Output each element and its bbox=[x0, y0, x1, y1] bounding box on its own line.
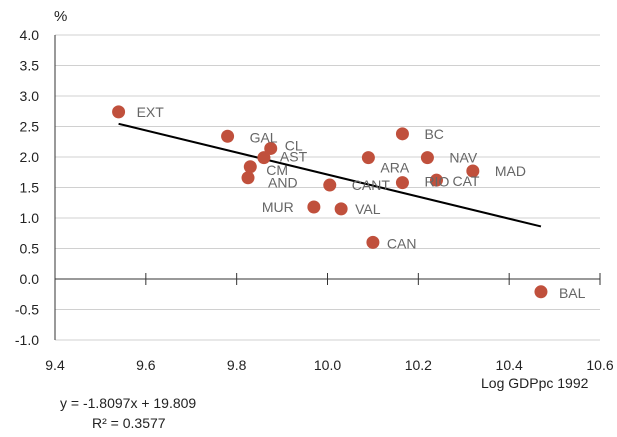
data-point bbox=[366, 235, 380, 249]
data-point bbox=[534, 285, 548, 299]
point-label: MUR bbox=[262, 199, 294, 215]
point-label: ARA bbox=[380, 160, 409, 176]
point-label: VAL bbox=[355, 201, 381, 217]
data-point bbox=[466, 164, 480, 178]
y-tick-label: 4.0 bbox=[20, 27, 40, 43]
trendline-group bbox=[118, 122, 542, 228]
point-label: AST bbox=[280, 149, 308, 165]
point-label: MAD bbox=[495, 163, 526, 179]
data-point bbox=[307, 200, 321, 214]
data-point bbox=[430, 173, 443, 187]
point-label: CM bbox=[266, 162, 288, 178]
point-label: BC bbox=[424, 126, 443, 142]
y-tick-label: 3.0 bbox=[20, 88, 40, 104]
x-tick-label: 9.4 bbox=[45, 357, 65, 373]
x-tick-label: 10.2 bbox=[405, 357, 432, 373]
point-label: CAT bbox=[453, 173, 480, 189]
data-point bbox=[323, 178, 337, 192]
x-axis-label: Log GDPpc 1992 bbox=[481, 375, 589, 391]
data-point bbox=[264, 141, 278, 155]
data-point bbox=[221, 129, 235, 143]
x-tick-label: 10.0 bbox=[314, 357, 341, 373]
y-tick-label: 0.5 bbox=[20, 241, 40, 257]
x-tick-label: 9.6 bbox=[136, 357, 156, 373]
y-tick-label: 1.0 bbox=[20, 210, 40, 226]
y-axis-label: % bbox=[54, 8, 68, 25]
y-tick-label: 3.5 bbox=[20, 58, 40, 74]
trendline bbox=[118, 122, 542, 228]
tick-labels: 4.0 3.5 3.0 2.5 2.0 1.5 1.0 0.5 0.0 -0.5 -1.0 9.4 9.… bbox=[15, 27, 614, 373]
point-label: RIO bbox=[424, 174, 449, 190]
trendline-equation: y = -1.8097x + 19.809 bbox=[60, 395, 197, 411]
point-label: CANT bbox=[352, 177, 391, 193]
y-tick-label: 2.5 bbox=[20, 119, 40, 135]
y-tick-label: 1.5 bbox=[20, 180, 40, 196]
axes bbox=[54, 35, 601, 340]
point-label: EXT bbox=[137, 104, 165, 120]
data-point bbox=[395, 176, 409, 190]
data-point bbox=[243, 160, 257, 174]
y-tick-label: 2.0 bbox=[20, 149, 40, 165]
point-label: AND bbox=[268, 175, 298, 191]
point-label: GAL bbox=[250, 129, 278, 145]
x-tick-label: 10.4 bbox=[496, 357, 523, 373]
data-point bbox=[420, 151, 434, 165]
data-point bbox=[112, 105, 126, 119]
data-point bbox=[257, 151, 271, 165]
y-tick-label: -0.5 bbox=[15, 302, 39, 318]
data-point bbox=[334, 202, 348, 216]
data-point bbox=[241, 171, 255, 185]
data-point bbox=[361, 151, 375, 165]
y-tick-label: -1.0 bbox=[15, 332, 39, 348]
data-points bbox=[112, 105, 548, 299]
point-label: NAV bbox=[449, 150, 477, 166]
point-label: CL bbox=[285, 137, 303, 153]
y-tick-label: 0.0 bbox=[20, 271, 40, 287]
data-point bbox=[395, 127, 409, 141]
r-squared-label: R² = 0.3577 bbox=[92, 415, 166, 431]
x-tick-label: 9.8 bbox=[227, 357, 247, 373]
point-label: CAN bbox=[387, 235, 417, 251]
x-tick-label: 10.6 bbox=[586, 357, 613, 373]
point-label: BAL bbox=[559, 285, 586, 301]
